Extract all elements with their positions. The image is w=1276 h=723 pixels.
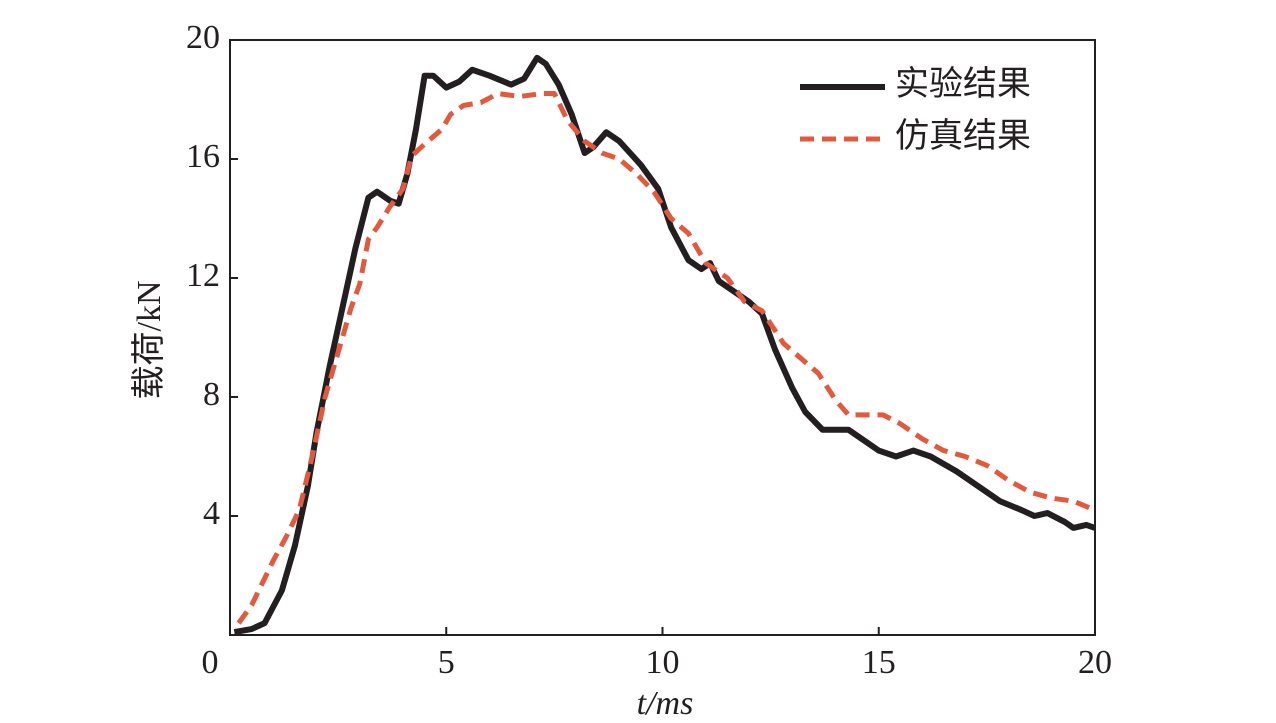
- y-tick-label: 20: [186, 19, 220, 56]
- legend-label: 实验结果: [895, 65, 1031, 103]
- y-tick-label: 8: [203, 376, 220, 413]
- y-tick-label: 12: [186, 257, 220, 294]
- x-tick-label: 10: [646, 644, 680, 681]
- y-tick-label: 4: [203, 495, 220, 532]
- legend-label: 仿真结果: [895, 117, 1031, 155]
- series-line: [233, 54, 1096, 635]
- y-axis-label: 载荷/kN: [130, 281, 168, 400]
- x-axis-label: t/ms: [637, 685, 694, 722]
- y-tick-label: 16: [186, 138, 220, 175]
- series-line: [236, 91, 1096, 625]
- x-tick-label: 15: [862, 644, 896, 681]
- x-tick-label: 20: [1078, 644, 1112, 681]
- x-tick-label: 5: [438, 644, 455, 681]
- x-tick-label: 0: [202, 644, 219, 681]
